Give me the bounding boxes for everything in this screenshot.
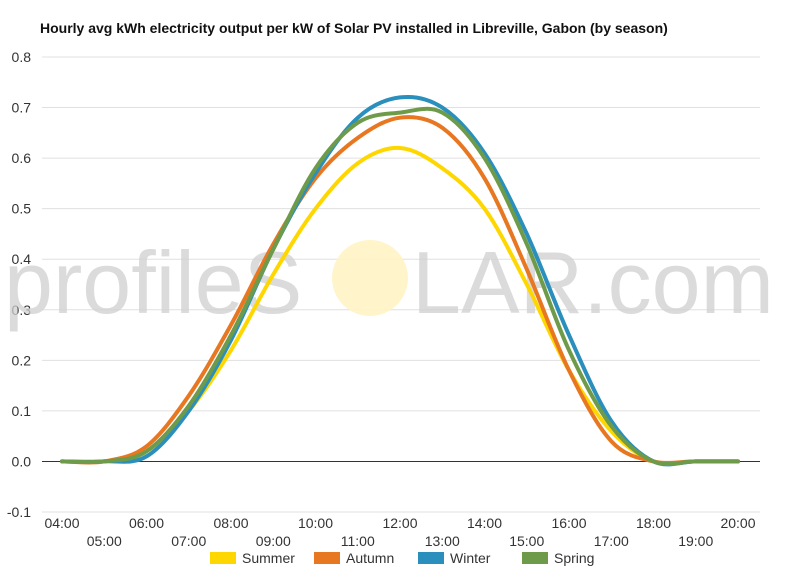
- x-tick-label: 10:00: [298, 515, 333, 531]
- x-tick-label: 20:00: [720, 515, 755, 531]
- x-tick-label: 05:00: [87, 533, 122, 549]
- y-tick-label: 0.5: [12, 201, 32, 217]
- y-tick-label: 0.8: [12, 49, 32, 65]
- y-tick-label: 0.1: [12, 403, 32, 419]
- x-tick-label: 08:00: [213, 515, 248, 531]
- profilesolar-watermark: profileS LAR.com: [4, 233, 774, 332]
- x-tick-label: 18:00: [636, 515, 671, 531]
- watermark-text-right: LAR.com: [412, 233, 774, 332]
- x-axis-ticks: 04:00 05:00 06:00 07:00 08:00 09:00 10:00 11:00…: [44, 515, 755, 549]
- legend-label-summer: Summer: [242, 550, 295, 566]
- y-axis-ticks: 0.8 0.7 0.6 0.5 0.4 0.3 0.2 0.1 0.0 -0.1: [7, 49, 31, 520]
- x-tick-label: 11:00: [341, 533, 375, 549]
- x-tick-label: 15:00: [509, 533, 544, 549]
- legend-swatch-winter: [418, 552, 444, 564]
- series-line-spring: [60, 106, 740, 466]
- x-tick-label: 19:00: [678, 533, 713, 549]
- legend: Summer Autumn Winter Spring: [210, 550, 594, 566]
- x-tick-label: 09:00: [256, 533, 291, 549]
- y-tick-label: 0.6: [12, 150, 32, 166]
- x-tick-label: 14:00: [467, 515, 502, 531]
- legend-swatch-spring: [522, 552, 548, 564]
- legend-label-autumn: Autumn: [346, 550, 394, 566]
- series-line-winter: [60, 94, 740, 467]
- sun-logo-icon: [332, 240, 408, 316]
- series-line-autumn: [60, 115, 740, 465]
- legend-label-winter: Winter: [450, 550, 491, 566]
- legend-swatch-summer: [210, 552, 236, 564]
- y-tick-label: 0.4: [12, 251, 32, 267]
- x-tick-label: 12:00: [382, 515, 417, 531]
- legend-swatch-autumn: [314, 552, 340, 564]
- x-tick-label: 06:00: [129, 515, 164, 531]
- x-tick-label: 07:00: [171, 533, 206, 549]
- legend-label-spring: Spring: [554, 550, 594, 566]
- y-tick-label: 0.7: [12, 100, 32, 116]
- series-lines: [60, 94, 740, 467]
- y-tick-label: 0.3: [12, 302, 32, 318]
- y-tick-label: 0.2: [12, 352, 32, 368]
- x-tick-label: 13:00: [425, 533, 460, 549]
- x-tick-label: 17:00: [594, 533, 629, 549]
- y-tick-label: 0.0: [12, 453, 32, 469]
- x-tick-label: 04:00: [44, 515, 79, 531]
- y-tick-label: -0.1: [7, 504, 31, 520]
- x-tick-label: 16:00: [551, 515, 586, 531]
- chart-title: Hourly avg kWh electricity output per kW…: [40, 20, 668, 36]
